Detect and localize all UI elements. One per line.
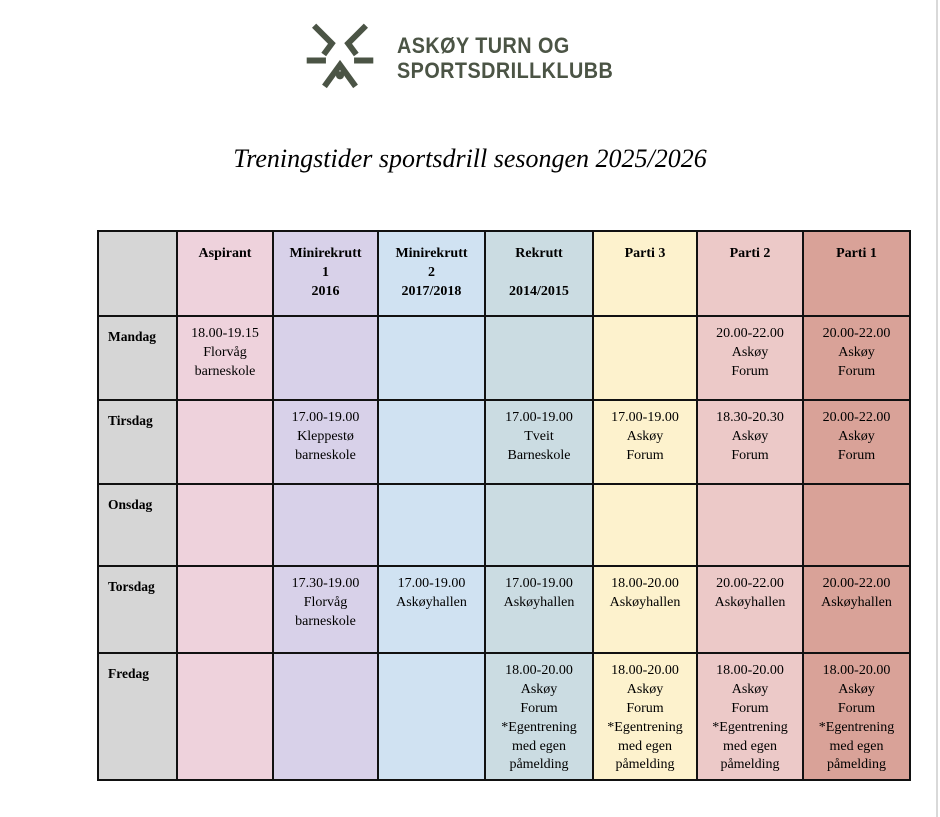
schedule-cell: 17.00-19.00 Askøyhallen [484, 565, 594, 654]
day-label-onsdag: Onsdag [97, 483, 178, 567]
schedule-cell [802, 483, 911, 567]
schedule-cell: 17.00-19.00 Askøy Forum [592, 399, 698, 485]
schedule-cell: 18.00-20.00 Askøyhallen [592, 565, 698, 654]
schedule-cell: 20.00-22.00 Askøy Forum [802, 315, 911, 401]
schedule-cell [176, 483, 274, 567]
club-name: ASKØY TURN OG SPORTSDRILLKLUBB [397, 34, 613, 83]
club-logo: ASKØY TURN OG SPORTSDRILLKLUBB [0, 0, 940, 102]
day-label-mandag: Mandag [97, 315, 178, 401]
column-header-rekrutt: Rekrutt 2014/2015 [484, 230, 594, 317]
table-row-onsdag: Onsdag [97, 483, 911, 567]
schedule-cell [592, 483, 698, 567]
table-row-tirsdag: Tirsdag 17.00-19.00 Kleppestø barneskole… [97, 399, 911, 485]
column-header-minirekrutt-1: Minirekrutt 1 2016 [272, 230, 379, 317]
schedule-cell [377, 399, 486, 485]
table-row-mandag: Mandag 18.00-19.15 Florvåg barneskole 20… [97, 315, 911, 401]
schedule-cell [176, 399, 274, 485]
schedule-cell [272, 315, 379, 401]
day-label-torsdag: Torsdag [97, 565, 178, 654]
schedule-cell: 20.00-22.00 Askøy Forum [802, 399, 911, 485]
schedule-cell: 20.00-22.00 Askøyhallen [696, 565, 804, 654]
schedule-cell: 17.00-19.00 Askøyhallen [377, 565, 486, 654]
gymnast-asterisk-icon [303, 16, 377, 102]
schedule-cell [484, 483, 594, 567]
schedule-cell [377, 651, 486, 782]
schedule-cell: 18.00-19.15 Florvåg barneskole [176, 315, 274, 401]
schedule-cell: 18.00-20.00 Askøy Forum *Egentrening med… [592, 651, 698, 782]
column-header-parti-1: Parti 1 [802, 230, 911, 317]
corner-cell [97, 230, 178, 317]
schedule-cell: 20.00-22.00 Askøyhallen [802, 565, 911, 654]
club-name-line2: SPORTSDRILLKLUBB [396, 58, 614, 83]
schedule-cell: 18.00-20.00 Askøy Forum *Egentrening med… [484, 651, 594, 782]
day-label-fredag: Fredag [97, 651, 178, 782]
page-title: Treningstider sportsdrill sesongen 2025/… [233, 144, 707, 173]
table-row-fredag: Fredag 18.00-20.00 Askøy Forum *Egentren… [97, 651, 911, 782]
column-header-minirekrutt-2: Minirekrutt 2 2017/2018 [377, 230, 486, 317]
schedule-cell [696, 483, 804, 567]
schedule-cell [377, 483, 486, 567]
column-header-parti-3: Parti 3 [592, 230, 698, 317]
schedule-cell: 17.30-19.00 Florvåg barneskole [272, 565, 379, 654]
training-schedule-table: Aspirant Minirekrutt 1 2016 Minirekrutt … [97, 230, 911, 782]
schedule-cell: 17.00-19.00 Tveit Barneskole [484, 399, 594, 485]
schedule-cell [484, 315, 594, 401]
schedule-cell [592, 315, 698, 401]
schedule-cell [176, 565, 274, 654]
schedule-cell: 20.00-22.00 Askøy Forum [696, 315, 804, 401]
column-header-aspirant: Aspirant [176, 230, 274, 317]
column-header-parti-2: Parti 2 [696, 230, 804, 317]
schedule-cell: 18.30-20.30 Askøy Forum [696, 399, 804, 485]
schedule-cell: 17.00-19.00 Kleppestø barneskole [272, 399, 379, 485]
schedule-cell: 18.00-20.00 Askøy Forum *Egentrening med… [696, 651, 804, 782]
schedule-cell [377, 315, 486, 401]
header-row: Aspirant Minirekrutt 1 2016 Minirekrutt … [97, 230, 911, 317]
day-label-tirsdag: Tirsdag [97, 399, 178, 485]
schedule-cell: 18.00-20.00 Askøy Forum *Egentrening med… [802, 651, 911, 782]
club-name-line1: ASKØY TURN OG [396, 33, 570, 59]
table-row-torsdag: Torsdag 17.30-19.00 Florvåg barneskole 1… [97, 565, 911, 654]
schedule-cell [176, 651, 274, 782]
schedule-cell [272, 483, 379, 567]
page-edge-line [936, 0, 938, 817]
schedule-cell [272, 651, 379, 782]
